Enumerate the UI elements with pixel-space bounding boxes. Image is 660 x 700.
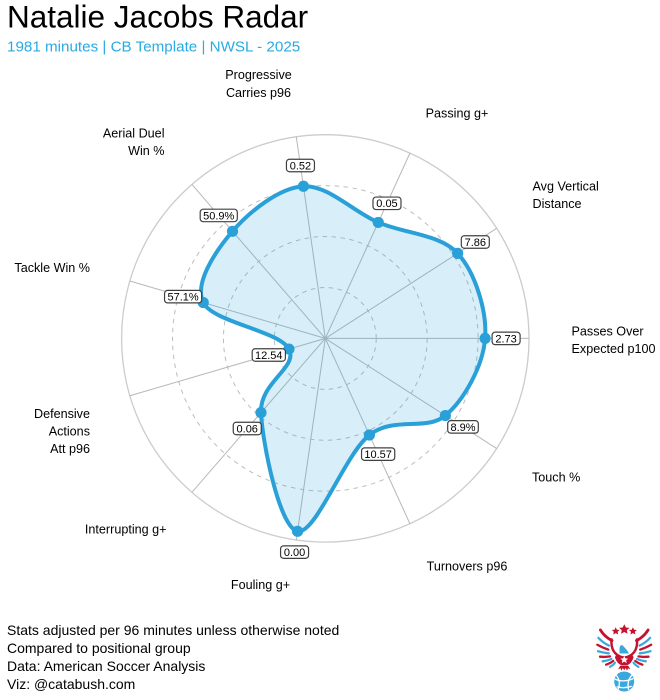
svg-text:Distance: Distance <box>533 197 582 211</box>
svg-text:0.52: 0.52 <box>290 160 311 172</box>
svg-text:Touch %: Touch % <box>532 471 580 485</box>
svg-text:Avg Vertical: Avg Vertical <box>533 180 599 194</box>
svg-text:Passes Over: Passes Over <box>572 325 644 339</box>
svg-text:Carries p96: Carries p96 <box>226 86 291 100</box>
svg-text:0.06: 0.06 <box>237 423 258 435</box>
svg-text:Interrupting g+: Interrupting g+ <box>85 523 167 537</box>
svg-text:Att p96: Att p96 <box>50 442 90 456</box>
svg-text:12.54: 12.54 <box>255 350 283 362</box>
svg-text:0.00: 0.00 <box>284 547 305 559</box>
svg-text:Win %: Win % <box>128 144 164 158</box>
svg-text:Stats adjusted per 96 minutes: Stats adjusted per 96 minutes unless oth… <box>7 622 339 638</box>
svg-text:Natalie Jacobs Radar: Natalie Jacobs Radar <box>7 0 308 35</box>
svg-text:10.57: 10.57 <box>364 449 392 461</box>
svg-text:2.73: 2.73 <box>495 333 516 345</box>
svg-text:7.86: 7.86 <box>465 237 486 249</box>
svg-text:0.05: 0.05 <box>376 198 397 210</box>
svg-text:Tackle Win %: Tackle Win % <box>14 261 90 275</box>
svg-text:Viz: @catabush.com: Viz: @catabush.com <box>7 676 135 692</box>
svg-text:Turnovers p96: Turnovers p96 <box>427 560 508 574</box>
svg-text:50.9%: 50.9% <box>203 210 234 222</box>
svg-text:57.1%: 57.1% <box>167 292 198 304</box>
svg-text:Data: American Soccer Analysis: Data: American Soccer Analysis <box>7 658 205 674</box>
svg-text:Defensive: Defensive <box>34 407 90 421</box>
svg-text:Expected p100: Expected p100 <box>572 342 656 356</box>
svg-text:1981 minutes | CB Template | N: 1981 minutes | CB Template | NWSL - 2025 <box>7 38 300 55</box>
svg-text:Fouling g+: Fouling g+ <box>231 578 290 592</box>
svg-text:Passing g+: Passing g+ <box>426 107 489 121</box>
svg-text:Aerial Duel: Aerial Duel <box>103 127 165 141</box>
svg-text:Actions: Actions <box>49 425 90 439</box>
svg-text:Progressive: Progressive <box>225 68 292 82</box>
svg-text:8.9%: 8.9% <box>450 422 475 434</box>
svg-text:Compared to positional group: Compared to positional group <box>7 640 191 656</box>
